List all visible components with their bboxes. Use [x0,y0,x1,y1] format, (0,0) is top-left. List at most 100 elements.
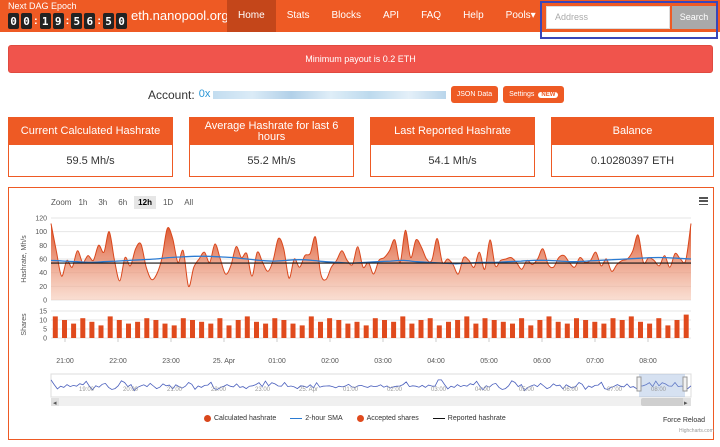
share-bar [281,320,287,338]
json-data-button[interactable]: JSON Data [450,86,499,103]
navigator-scrollbar-track[interactable] [51,398,691,406]
legend-item[interactable]: Accepted shares [356,415,419,422]
share-bar [482,318,488,338]
x-tick-label: 22:00 [109,358,127,365]
brand-logo-text[interactable]: eth.nanopool.org [131,8,229,23]
share-bar [519,318,525,338]
legend-item[interactable]: Reported hashrate [432,415,506,422]
x-tick-label: 21:00 [56,358,74,365]
scroll-left-arrow-icon: ◂ [53,399,57,407]
scroll-left-button[interactable] [51,398,59,406]
legend-swatch [290,417,303,420]
x-tick-label: 25. Apr [213,358,236,365]
account-label: Account: [148,87,195,102]
navigator-tick-label: 03:00 [431,387,447,393]
y-tick-label: 120 [35,216,47,223]
hashrate-line [50,223,692,287]
share-bar [610,318,616,338]
nav-item-faq[interactable]: FAQ [421,10,442,21]
nav-item-help[interactable]: Help [463,10,484,21]
nav-item-home[interactable]: Home [227,0,276,32]
zoom-btn-1d[interactable]: 1D [162,198,174,207]
y-tick-label: 100 [35,229,47,236]
y-tick-label: 60 [39,257,47,264]
share-bar [409,323,415,338]
navigator-selection[interactable] [639,374,685,397]
share-bar [126,323,131,338]
x-tick-label: 07:00 [586,358,604,365]
share-bar [656,318,662,338]
share-bar [318,321,323,338]
scroll-right-button[interactable] [683,398,691,406]
hashrate-area [51,223,691,300]
legend-item[interactable]: 2-hour SMA [290,415,343,422]
card-current-hashrate: Current Calculated Hashrate 59.5 Mh/s [8,117,173,177]
share-bar [528,325,534,338]
navigator-tick-label: 02:00 [387,387,403,393]
legend-label: Reported hashrate [447,415,506,422]
card-value: 59.5 Mh/s [66,155,115,167]
settings-button[interactable]: Settings NEW [503,86,565,103]
share-bar [107,316,113,338]
account-address-prefix: 0x [198,87,211,100]
navigator-tick-label: 20:00 [123,387,139,393]
nav-item-api[interactable]: API [382,10,400,21]
card-reported-hashrate: Last Reported Hashrate 54.1 Mh/s [370,117,535,177]
navigator-tick-label: 25. Apr [299,387,318,393]
share-bar [308,316,314,338]
legend-swatch [204,415,211,422]
y-tick-label: 5 [43,327,47,334]
share-bar [564,323,570,338]
navigator-handle-right[interactable] [682,376,688,392]
legend-label: 2-hour SMA [305,415,343,422]
zoom-btn-12h[interactable]: 12h [134,196,156,209]
y-tick-label: 0 [43,336,47,343]
address-search-input[interactable]: Address [546,6,670,29]
account-address-link[interactable]: 0x [199,88,446,102]
dag-separator: : [97,15,102,27]
zoom-btn-3h[interactable]: 3h [98,198,108,207]
search-form: Address Search [540,1,718,39]
legend-item[interactable]: Calculated hashrate [204,415,276,422]
share-bar [199,321,205,338]
share-bar [153,320,159,338]
share-bar [345,323,351,338]
navigator-tick-label: 07:00 [607,387,623,393]
share-bar [628,316,634,338]
card-balance: Balance 0.10280397 ETH [551,117,714,177]
dag-digit: 1 [39,13,51,29]
navigator-tick-label: 01:00 [343,387,359,393]
dag-digit: 5 [71,13,83,29]
nav-item-stats[interactable]: Stats [286,10,310,21]
scroll-right-arrow-icon: ▸ [684,399,688,407]
share-bar [638,321,643,338]
chart-menu-icon[interactable] [699,197,708,205]
x-tick-label: 04:00 [427,358,445,365]
share-bar [619,320,625,338]
share-bar [491,320,497,338]
nav-item-blocks[interactable]: Blocks [331,10,361,21]
share-bar [363,325,369,338]
zoom-selector: Zoom 1h 3h 6h 12h 1D All [51,196,197,209]
search-button[interactable]: Search [672,6,716,29]
zoom-btn-1h[interactable]: 1h [78,198,88,207]
nav-item-pools[interactable]: Pools▾ [505,10,536,21]
force-reload-link[interactable]: Force Reload [663,417,706,424]
x-tick-label: 03:00 [374,358,392,365]
zoom-btn-6h[interactable]: 6h [118,198,128,207]
share-bar [473,323,479,338]
dag-digit: 0 [21,13,32,29]
navigator-tick-label: 08:00 [651,387,667,393]
dag-digit: 0 [116,13,128,29]
x-tick-label: 23:00 [162,358,180,365]
highcharts-credit[interactable]: Highcharts.com [679,428,714,434]
share-bar [272,318,278,338]
share-bar [446,321,451,338]
zoom-btn-all[interactable]: All [184,198,194,207]
share-bar [144,318,150,338]
navigator-scrollbar-thumb[interactable] [641,398,685,406]
share-bar [135,321,141,338]
share-bar [555,321,561,338]
navigator-handle-left[interactable] [636,376,642,392]
